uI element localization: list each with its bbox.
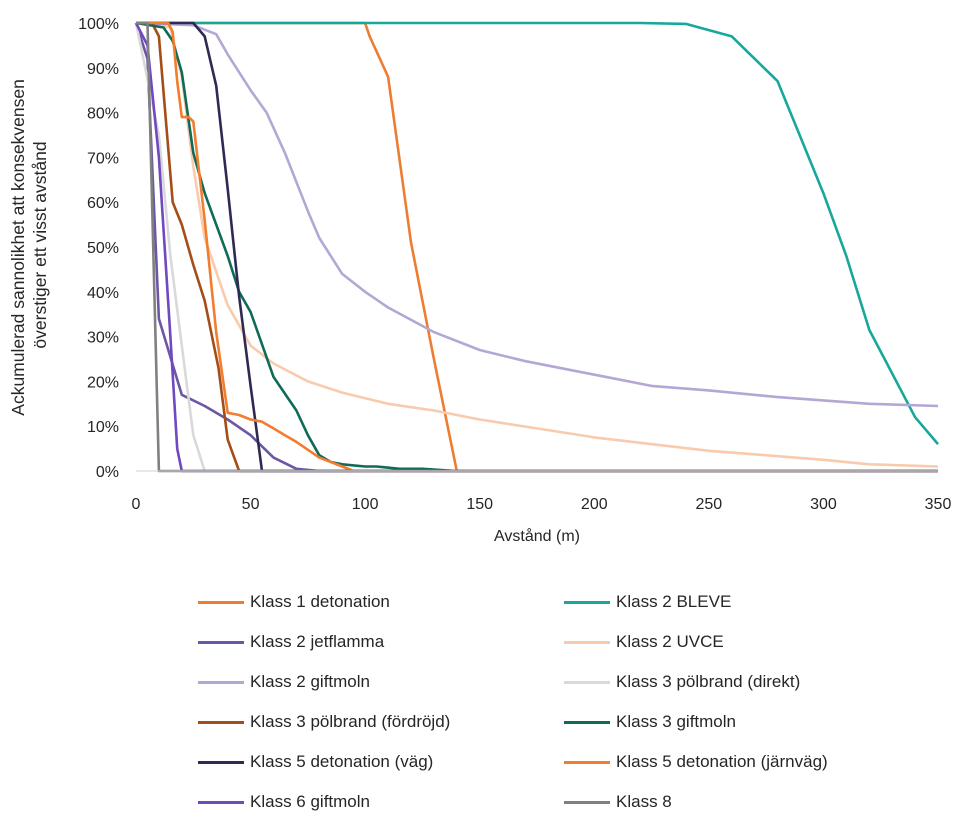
x-tick-label: 50 <box>242 496 260 513</box>
legend-swatch <box>564 600 610 604</box>
legend-item: Klass 5 detonation (väg) <box>198 748 564 776</box>
x-tick-label: 100 <box>352 496 379 513</box>
series-line-12 <box>136 21 938 473</box>
legend-item: Klass 2 UVCE <box>564 628 918 656</box>
y-tick-label: 0% <box>96 464 119 481</box>
legend-swatch <box>564 760 610 764</box>
legend-swatch <box>198 680 244 684</box>
series-line-3 <box>134 22 938 473</box>
y-tick-label: 30% <box>87 330 119 347</box>
legend-label: Klass 5 detonation (järnväg) <box>616 752 828 771</box>
legend-label: Klass 2 jetflamma <box>250 632 385 651</box>
x-tick-label: 150 <box>466 496 493 513</box>
legend-swatch <box>198 720 244 724</box>
series-line-5 <box>135 21 939 408</box>
legend-label: Klass 2 UVCE <box>616 632 724 651</box>
line-chart: 0 50 100 150 200 250 300 350 0% 10% 20% 30% 40% 50% 6… <box>8 16 952 545</box>
series-line-11 <box>134 22 938 473</box>
legend-item: Klass 1 detonation <box>198 588 564 616</box>
legend: Klass 1 detonation Klass 2 BLEVE Klass 2 j… <box>198 588 918 816</box>
legend-label: Klass 8 <box>616 792 672 811</box>
series-line-8 <box>135 21 938 473</box>
legend-swatch <box>198 640 244 644</box>
plot-lines <box>134 21 939 473</box>
x-tick-label: 0 <box>132 496 141 513</box>
y-tick-label: 90% <box>87 61 119 78</box>
legend-item: Klass 2 giftmoln <box>198 668 564 696</box>
y-tick-label: 10% <box>87 419 119 436</box>
series-line-4 <box>135 21 939 468</box>
legend-item: Klass 8 <box>564 788 918 816</box>
y-tick-label: 50% <box>87 240 119 257</box>
y-axis-label: Ackumulerad sannolikhet att konsekvensen… <box>8 74 50 415</box>
y-tick-label: 40% <box>87 285 119 302</box>
y-tick-label: 20% <box>87 374 119 391</box>
y-tick-label: 70% <box>87 150 119 167</box>
legend-swatch <box>564 800 610 804</box>
legend-label: Klass 2 BLEVE <box>616 592 732 611</box>
x-tick-label: 250 <box>696 496 723 513</box>
x-tick-label: 200 <box>581 496 608 513</box>
series-line-6 <box>134 22 938 473</box>
series-line-1 <box>136 21 938 473</box>
series-line-10 <box>136 21 938 473</box>
x-axis: 0 50 100 150 200 250 300 350 <box>132 470 952 513</box>
legend-item: Klass 3 giftmoln <box>564 708 918 736</box>
y-tick-label: 60% <box>87 195 119 212</box>
legend-label: Klass 5 detonation (väg) <box>250 752 434 771</box>
legend-item: Klass 3 pölbrand (fördröjd) <box>198 708 564 736</box>
legend-item: Klass 6 giftmoln <box>198 788 564 816</box>
legend-swatch <box>564 720 610 724</box>
series-line-9 <box>136 21 938 473</box>
series-line-2 <box>136 21 939 445</box>
legend-label: Klass 1 detonation <box>250 592 390 611</box>
legend-label: Klass 3 pölbrand (fördröjd) <box>250 712 451 731</box>
legend-item: Klass 3 pölbrand (direkt) <box>564 668 918 696</box>
legend-swatch <box>564 680 610 684</box>
series-line-7 <box>136 21 938 473</box>
legend-swatch <box>198 800 244 804</box>
legend-swatch <box>198 600 244 604</box>
y-tick-label: 80% <box>87 106 119 123</box>
legend-label: Klass 6 giftmoln <box>250 792 370 811</box>
legend-swatch <box>198 760 244 764</box>
legend-item: Klass 2 jetflamma <box>198 628 564 656</box>
x-tick-label: 350 <box>925 496 952 513</box>
y-tick-label: 100% <box>78 16 119 33</box>
legend-label: Klass 2 giftmoln <box>250 672 370 691</box>
y-axis-label-line-2: överstiger ett visst avstånd <box>30 141 50 348</box>
x-tick-label: 300 <box>810 496 837 513</box>
legend-swatch <box>564 640 610 644</box>
legend-item: Klass 2 BLEVE <box>564 588 918 616</box>
y-axis-label-line-1: Ackumulerad sannolikhet att konsekvensen <box>8 79 28 416</box>
x-axis-label: Avstånd (m) <box>494 527 580 545</box>
y-axis: 0% 10% 20% 30% 40% 50% 60% 70% 80% 90% 100% <box>78 16 119 481</box>
legend-label: Klass 3 giftmoln <box>616 712 736 731</box>
legend-label: Klass 3 pölbrand (direkt) <box>616 672 801 691</box>
legend-item: Klass 5 detonation (järnväg) <box>564 748 918 776</box>
